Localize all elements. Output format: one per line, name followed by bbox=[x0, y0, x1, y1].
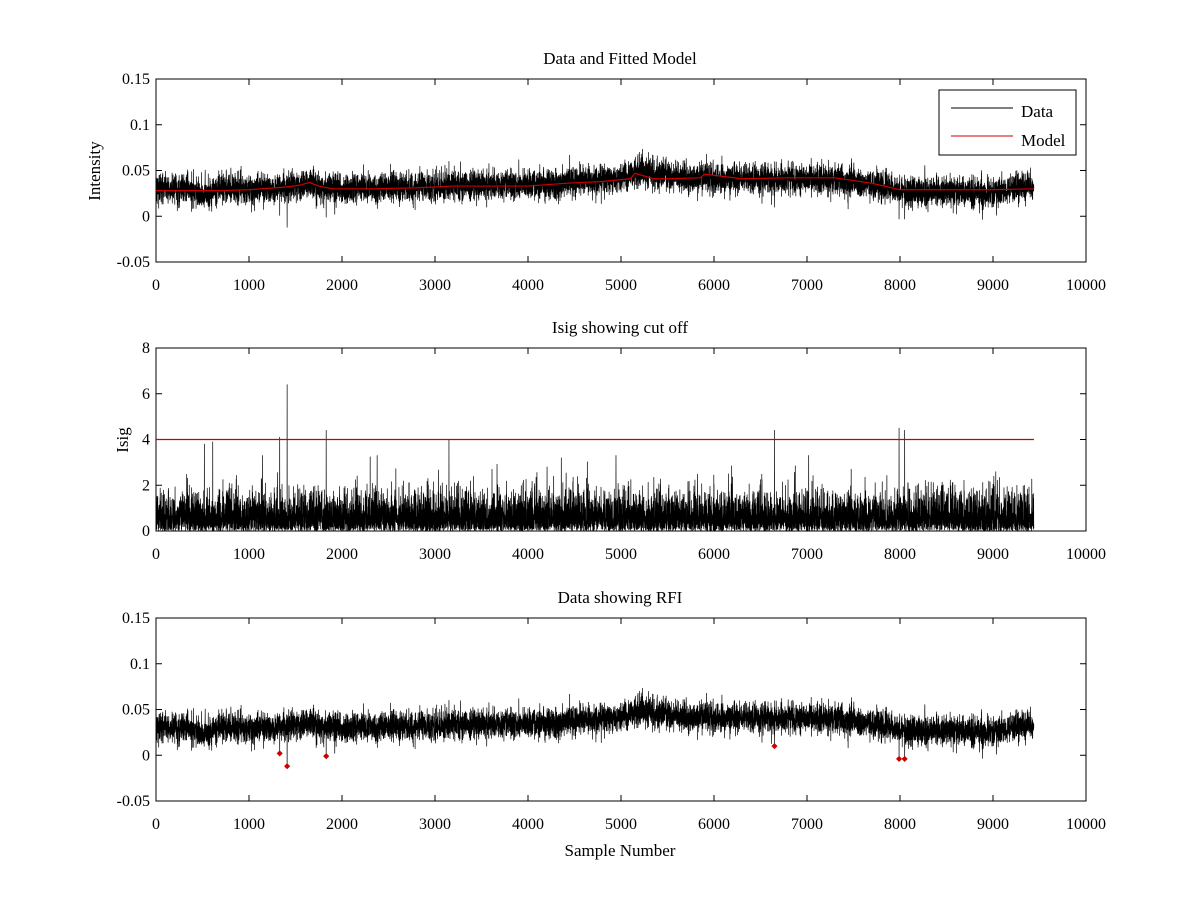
x-tick-label: 0 bbox=[152, 546, 160, 563]
x-tick-label: 7000 bbox=[791, 546, 823, 563]
x-tick-label: 4000 bbox=[512, 546, 544, 563]
plot-area: 0 1000 2000 3000 4000 5000 6000 7000 8000 9000 100… bbox=[117, 610, 1106, 833]
rfi-point bbox=[276, 750, 283, 757]
y-tick-label: 2 bbox=[142, 477, 150, 494]
x-tick-label: 4000 bbox=[512, 277, 544, 294]
x-tick-label: 10000 bbox=[1066, 816, 1106, 833]
legend-label-data: Data bbox=[1021, 102, 1054, 121]
chart-title: Isig showing cut off bbox=[552, 318, 688, 337]
chart-title: Data showing RFI bbox=[558, 588, 683, 607]
x-tick-label: 5000 bbox=[605, 816, 637, 833]
legend-label-model: Model bbox=[1021, 131, 1066, 150]
x-tick-label: 6000 bbox=[698, 816, 730, 833]
x-tick-label: 3000 bbox=[419, 546, 451, 563]
y-tick-label: -0.05 bbox=[117, 793, 150, 810]
y-tick-label: 6 bbox=[142, 386, 150, 403]
plot-area: 0 1000 2000 3000 4000 5000 6000 7000 8000 9000 100… bbox=[142, 340, 1106, 563]
x-tick-label: 3000 bbox=[419, 816, 451, 833]
y-tick-label: 0.15 bbox=[122, 610, 150, 627]
x-tick-label: 3000 bbox=[419, 277, 451, 294]
x-tick-label: 7000 bbox=[791, 277, 823, 294]
y-tick-label: 0.05 bbox=[122, 163, 150, 180]
y-tick-label: 0.15 bbox=[122, 71, 150, 88]
y-tick-label: 4 bbox=[142, 432, 150, 449]
x-tick-label: 0 bbox=[152, 816, 160, 833]
plot-area: 0 1000 2000 3000 4000 5000 6000 7000 8000 9000 100… bbox=[117, 71, 1106, 294]
x-tick-label: 2000 bbox=[326, 277, 358, 294]
x-tick-label: 9000 bbox=[977, 816, 1009, 833]
x-tick-label: 1000 bbox=[233, 546, 265, 563]
x-tick-label: 7000 bbox=[791, 816, 823, 833]
y-tick-label: 0.1 bbox=[130, 117, 150, 134]
y-axis-label: Isig bbox=[113, 427, 132, 453]
x-tick-label: 9000 bbox=[977, 277, 1009, 294]
series-model bbox=[156, 172, 1034, 192]
x-tick-label: 6000 bbox=[698, 277, 730, 294]
y-tick-label: 0 bbox=[142, 747, 150, 764]
y-tick-label: 0 bbox=[142, 523, 150, 540]
panel-data-showing-rfi: Data showing RFI Sample Number 0 1000 2000… bbox=[117, 588, 1106, 860]
x-tick-label: 10000 bbox=[1066, 546, 1106, 563]
x-tick-label: 5000 bbox=[605, 277, 637, 294]
x-tick-label: 1000 bbox=[233, 816, 265, 833]
x-tick-label: 2000 bbox=[326, 546, 358, 563]
x-tick-label: 5000 bbox=[605, 546, 637, 563]
x-tick-label: 8000 bbox=[884, 816, 916, 833]
x-tick-label: 8000 bbox=[884, 277, 916, 294]
x-tick-label: 0 bbox=[152, 277, 160, 294]
y-tick-label: -0.05 bbox=[117, 254, 150, 271]
legend-box bbox=[938, 89, 1077, 156]
x-tick-label: 2000 bbox=[326, 816, 358, 833]
rfi-point bbox=[771, 743, 778, 750]
panel-data-and-fitted-model: Data and Fitted Model Intensity 0 1000 200… bbox=[85, 49, 1106, 294]
x-tick-label: 4000 bbox=[512, 816, 544, 833]
series-data bbox=[155, 687, 1035, 767]
x-axis-label: Sample Number bbox=[565, 841, 676, 860]
y-tick-label: 0 bbox=[142, 208, 150, 225]
x-tick-label: 10000 bbox=[1066, 277, 1106, 294]
y-tick-label: 0.1 bbox=[130, 656, 150, 673]
x-tick-label: 8000 bbox=[884, 546, 916, 563]
y-tick-label: 8 bbox=[142, 340, 150, 357]
x-tick-label: 6000 bbox=[698, 546, 730, 563]
rfi-point bbox=[284, 763, 291, 770]
x-tick-label: 9000 bbox=[977, 546, 1009, 563]
y-axis-label: Intensity bbox=[85, 141, 104, 201]
rfi-point bbox=[323, 753, 330, 760]
chart-title: Data and Fitted Model bbox=[543, 49, 697, 68]
y-tick-label: 0.05 bbox=[122, 702, 150, 719]
rfi-point bbox=[901, 755, 908, 762]
panel-isig-showing-cut-off: Isig showing cut off Isig 0 1000 2000 3000 4… bbox=[113, 318, 1106, 563]
series-isig bbox=[155, 384, 1035, 532]
rfi-point bbox=[896, 755, 903, 762]
x-tick-label: 1000 bbox=[233, 277, 265, 294]
legend: Data Model bbox=[938, 89, 1077, 156]
